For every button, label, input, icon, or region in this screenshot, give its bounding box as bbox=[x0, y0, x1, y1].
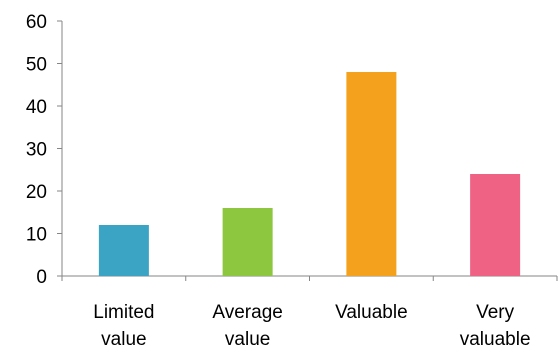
x-category-label-line: Average bbox=[212, 302, 282, 323]
y-tick-label: 40 bbox=[26, 97, 47, 118]
y-tick-label: 20 bbox=[26, 182, 47, 203]
bar bbox=[346, 72, 397, 276]
y-tick-label: 30 bbox=[26, 140, 47, 161]
bars bbox=[98, 72, 521, 276]
x-category-label-line: Valuable bbox=[335, 302, 408, 323]
y-axis: 0 10 20 30 40 50 60 bbox=[26, 12, 63, 288]
y-tick-label: 50 bbox=[26, 55, 47, 76]
bar bbox=[98, 225, 149, 276]
y-tick-label: 60 bbox=[26, 12, 47, 33]
x-category-label-line: value bbox=[225, 329, 270, 350]
x-category-label: Limited value bbox=[93, 302, 154, 350]
y-tick-label: 0 bbox=[36, 267, 47, 288]
x-category-label-line: Very bbox=[476, 302, 515, 323]
y-tick-label: 10 bbox=[26, 225, 47, 246]
x-category-label-line: valuable bbox=[460, 329, 531, 350]
category-labels: Limited value Average value Valuable Very valu… bbox=[93, 302, 530, 350]
x-category-label: Valuable bbox=[335, 302, 408, 323]
x-category-label-line: value bbox=[101, 329, 146, 350]
x-category-label: Average value bbox=[212, 302, 282, 350]
x-axis bbox=[61, 275, 558, 281]
bar bbox=[222, 208, 273, 276]
x-category-label: Very valuable bbox=[460, 302, 531, 350]
x-category-label-line: Limited bbox=[93, 302, 154, 323]
bar bbox=[470, 174, 521, 276]
